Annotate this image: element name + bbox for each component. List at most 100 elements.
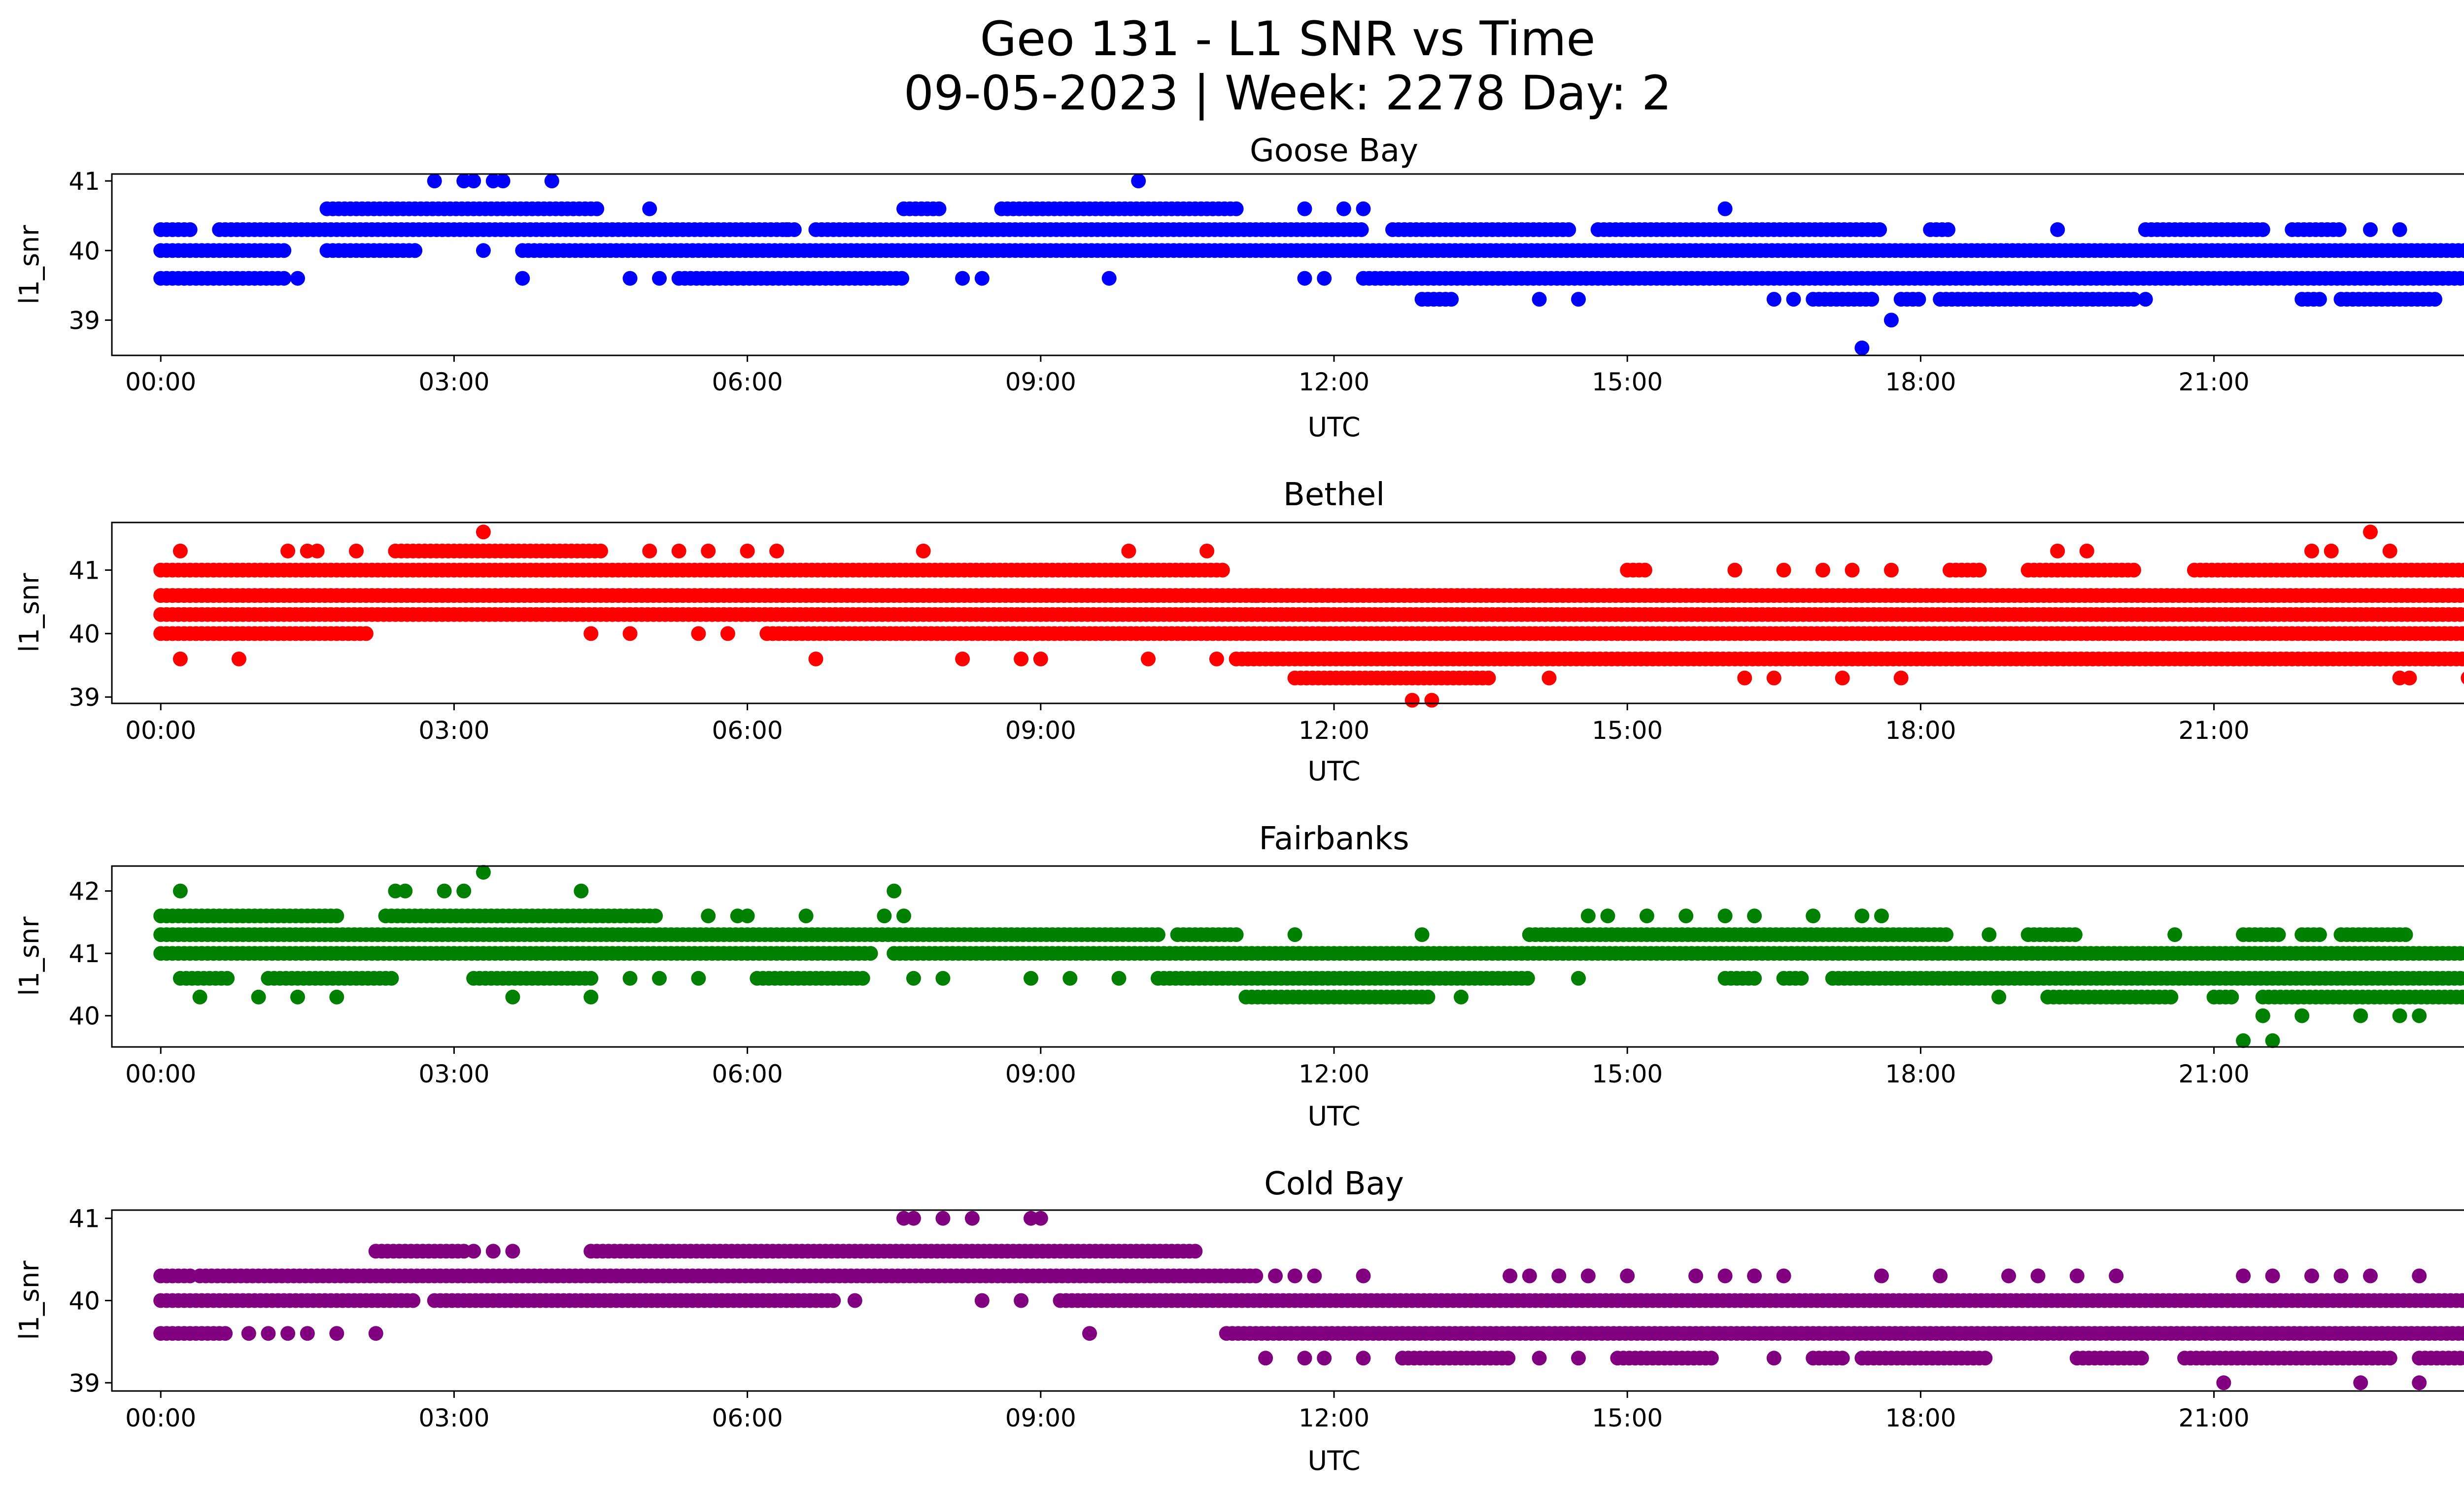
data-point (2459, 271, 2464, 286)
data-point (740, 543, 755, 558)
data-point (652, 971, 667, 986)
data-point (1248, 1268, 1264, 1284)
data-point (276, 271, 292, 286)
axes-frame (111, 865, 2464, 1048)
data-point (2167, 927, 2183, 942)
data-point (2312, 927, 2327, 942)
data-point (740, 908, 755, 924)
x-tick-label: 12:00 (1299, 368, 1369, 396)
plot-area-bethel (153, 524, 2464, 708)
data-point (906, 971, 921, 986)
data-point (1356, 607, 1371, 622)
plot-area-cold-bay (153, 1211, 2464, 1391)
data-point (2455, 651, 2464, 666)
data-point (2265, 1033, 2280, 1048)
data-point (1893, 670, 1909, 686)
data-point (1815, 562, 1830, 578)
data-point (1737, 670, 1752, 686)
x-tick-label: 18:00 (1885, 1060, 1956, 1088)
data-point (2392, 1008, 2407, 1023)
x-tick-label: 15:00 (1592, 716, 1663, 745)
data-point (2457, 562, 2464, 578)
data-point (1131, 174, 1146, 189)
data-point (1854, 340, 1870, 355)
x-tick-label: 03:00 (418, 716, 489, 745)
data-point (329, 989, 344, 1005)
data-point (172, 543, 188, 558)
data-point (701, 543, 716, 558)
data-point (309, 543, 325, 558)
data-point (2402, 670, 2417, 686)
data-point (1188, 1244, 1203, 1259)
data-point (671, 543, 686, 558)
data-point (398, 883, 413, 899)
data-point (1939, 927, 1953, 942)
data-point (894, 271, 910, 286)
data-point (1872, 222, 1887, 237)
data-point (1444, 292, 1459, 307)
data-point (2126, 562, 2141, 578)
data-point (2461, 627, 2464, 640)
data-point (2392, 222, 2407, 237)
data-point (2459, 946, 2464, 961)
data-point (1786, 292, 1801, 307)
data-point (583, 626, 599, 641)
data-point (955, 271, 970, 286)
data-point (1033, 651, 1048, 666)
data-point (1024, 971, 1038, 986)
y-axis-label: l1_snr (14, 225, 45, 305)
data-point (808, 651, 823, 666)
data-point (798, 908, 814, 924)
data-point (2312, 292, 2327, 307)
x-tick-label: 06:00 (712, 716, 783, 745)
data-point (2050, 222, 2065, 237)
data-point (349, 543, 364, 558)
data-point (2457, 243, 2464, 258)
y-tick-label: 40 (68, 1002, 100, 1031)
data-point (329, 908, 344, 924)
data-point (456, 883, 472, 899)
axes-frame (111, 522, 2464, 704)
x-tick-label: 15:00 (1592, 368, 1663, 396)
data-point (505, 989, 520, 1005)
data-point (544, 174, 559, 189)
data-point (974, 271, 990, 286)
data-point (2224, 989, 2239, 1005)
data-point (2363, 524, 2378, 540)
data-point (1580, 908, 1596, 924)
data-point (515, 271, 530, 286)
data-point (1111, 971, 1127, 986)
data-point (2463, 566, 2464, 575)
data-point (2382, 543, 2397, 558)
data-point (466, 174, 481, 189)
data-point (2455, 626, 2464, 641)
data-point (691, 971, 706, 986)
data-point (2372, 651, 2388, 666)
y-tick-label: 40 (68, 237, 100, 265)
data-point (2461, 991, 2464, 1004)
data-point (701, 908, 716, 924)
data-point (2236, 1033, 2251, 1048)
data-point (1297, 271, 1312, 286)
data-point (476, 524, 491, 540)
data-point (1121, 543, 1136, 558)
data-point (2331, 222, 2347, 237)
data-point (1354, 222, 1369, 237)
data-point (182, 222, 198, 237)
data-point (276, 243, 292, 258)
data-point (1317, 607, 1332, 622)
data-point (2463, 246, 2464, 255)
data-point (408, 243, 422, 258)
data-point (1014, 651, 1029, 666)
data-point (1336, 201, 1351, 216)
x-ticks-fairbanks: 00:00 03:00 06:00 09:00 12:00 15:00 18:00 21:00… (125, 1047, 2250, 1088)
x-axis-label: UTC (1307, 756, 1360, 787)
data-point (2459, 971, 2464, 986)
y-tick-label: 41 (68, 939, 100, 968)
data-point (1561, 222, 1576, 237)
data-point (1481, 670, 1496, 686)
y-tick-label: 39 (68, 306, 100, 335)
data-point (1317, 271, 1332, 286)
